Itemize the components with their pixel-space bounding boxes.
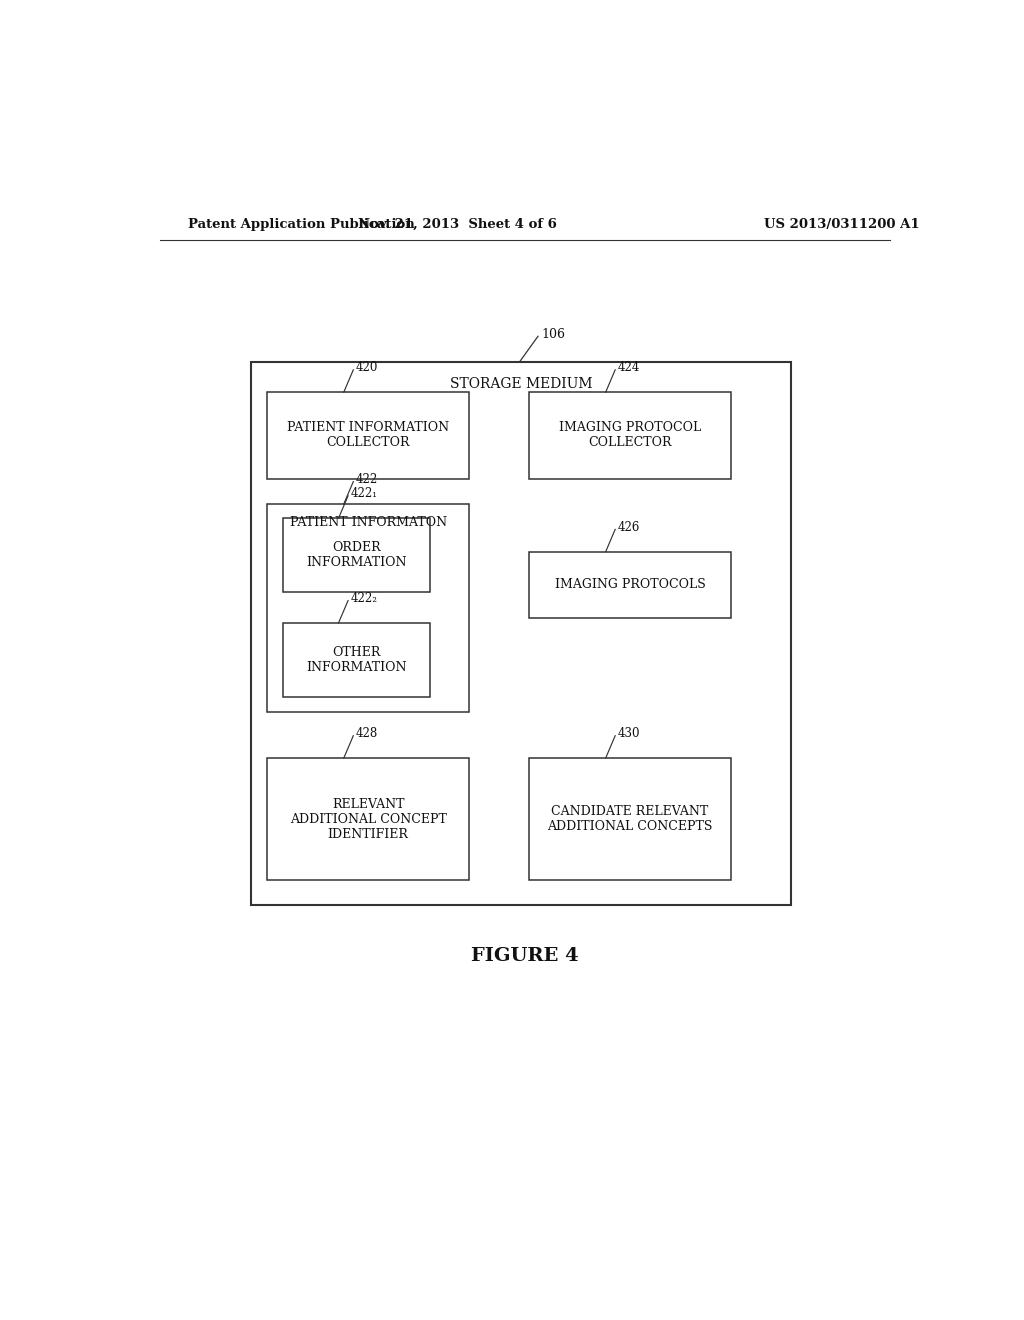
Bar	[283, 519, 430, 593]
Text: 426: 426	[617, 521, 640, 533]
Text: 422₂: 422₂	[350, 591, 378, 605]
Text: 420: 420	[355, 362, 378, 375]
Text: 428: 428	[355, 727, 378, 741]
Bar	[267, 758, 469, 880]
Text: 424: 424	[617, 362, 640, 375]
Text: 430: 430	[617, 727, 640, 741]
Text: PATIENT INFORMATON: PATIENT INFORMATON	[290, 516, 446, 529]
Bar	[267, 504, 469, 713]
Text: RELEVANT
ADDITIONAL CONCEPT
IDENTIFIER: RELEVANT ADDITIONAL CONCEPT IDENTIFIER	[290, 797, 446, 841]
Text: US 2013/0311200 A1: US 2013/0311200 A1	[765, 218, 920, 231]
Bar	[528, 552, 731, 618]
Text: CANDIDATE RELEVANT
ADDITIONAL CONCEPTS: CANDIDATE RELEVANT ADDITIONAL CONCEPTS	[547, 805, 713, 833]
Text: IMAGING PROTOCOL
COLLECTOR: IMAGING PROTOCOL COLLECTOR	[559, 421, 701, 449]
Text: IMAGING PROTOCOLS: IMAGING PROTOCOLS	[555, 578, 706, 591]
Text: 106: 106	[541, 327, 565, 341]
Bar	[528, 758, 731, 880]
Bar	[528, 392, 731, 479]
Text: Nov. 21, 2013  Sheet 4 of 6: Nov. 21, 2013 Sheet 4 of 6	[358, 218, 557, 231]
Text: PATIENT INFORMATION
COLLECTOR: PATIENT INFORMATION COLLECTOR	[287, 421, 450, 449]
Text: ORDER
INFORMATION: ORDER INFORMATION	[306, 541, 407, 569]
Text: 422₁: 422₁	[350, 487, 378, 500]
Text: Patent Application Publication: Patent Application Publication	[187, 218, 415, 231]
Bar	[267, 392, 469, 479]
Text: OTHER
INFORMATION: OTHER INFORMATION	[306, 645, 407, 675]
Text: 422: 422	[355, 473, 378, 486]
Text: STORAGE MEDIUM: STORAGE MEDIUM	[450, 378, 592, 391]
Bar	[251, 362, 791, 906]
Text: FIGURE 4: FIGURE 4	[471, 948, 579, 965]
Bar	[283, 623, 430, 697]
